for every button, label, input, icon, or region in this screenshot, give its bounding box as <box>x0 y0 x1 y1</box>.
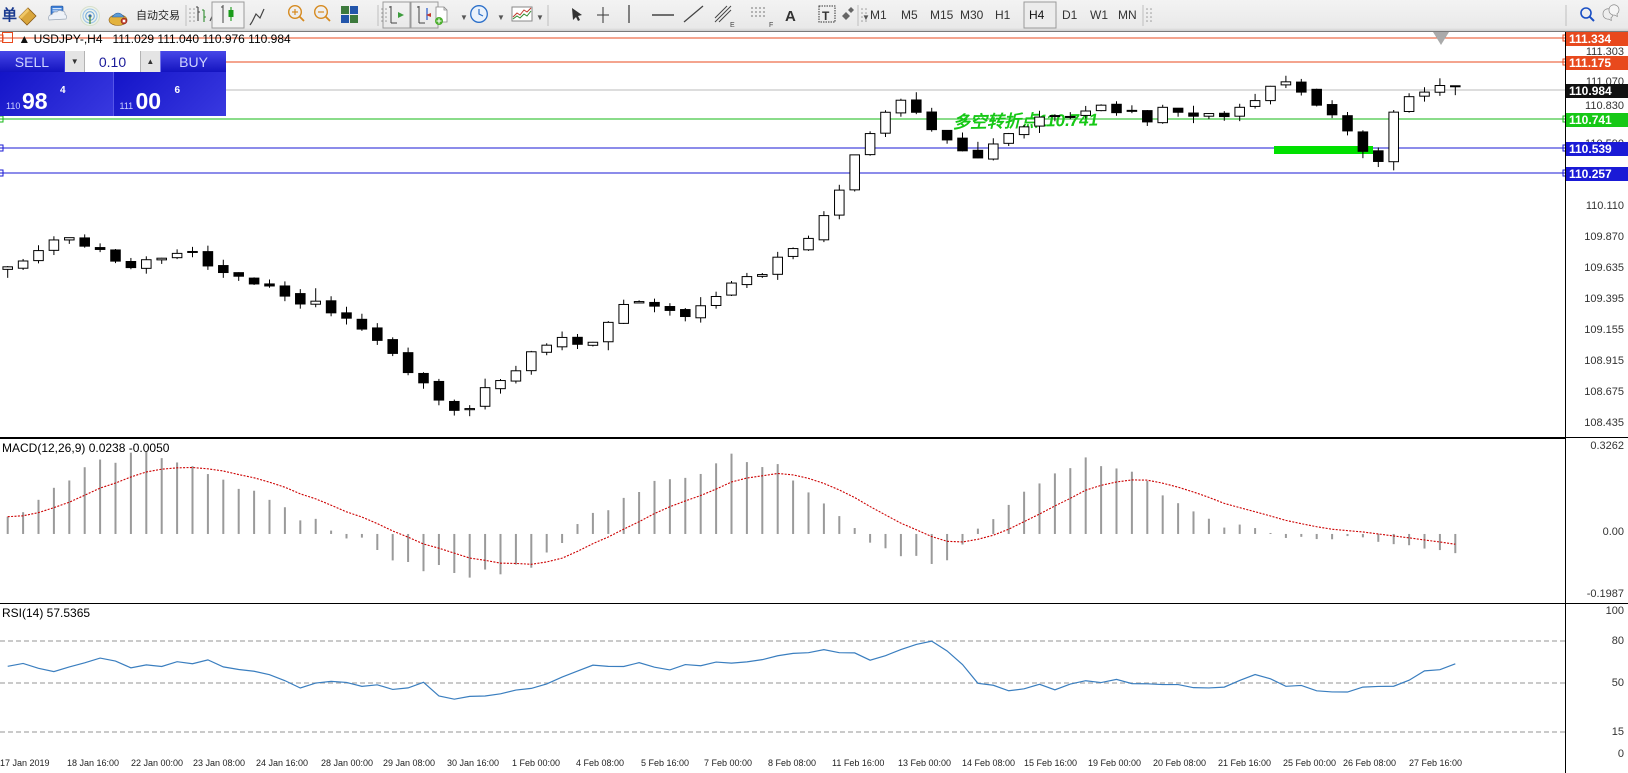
svg-text:M30: M30 <box>960 8 984 22</box>
svg-text:D1: D1 <box>1062 8 1078 22</box>
svg-text:▼: ▼ <box>460 13 468 22</box>
svg-text:F: F <box>769 22 773 29</box>
svg-text:▼: ▼ <box>536 13 544 22</box>
svg-text:▼: ▼ <box>497 13 505 22</box>
svg-text:M15: M15 <box>930 8 954 22</box>
svg-text:T: T <box>822 9 830 23</box>
svg-text:▼: ▼ <box>862 13 870 22</box>
svg-text:E: E <box>730 22 735 29</box>
svg-text:A: A <box>785 8 796 25</box>
svg-text:W1: W1 <box>1090 8 1108 22</box>
svg-text:M1: M1 <box>870 8 887 22</box>
svg-text:MN: MN <box>1118 8 1137 22</box>
svg-text:H1: H1 <box>995 8 1011 22</box>
svg-text:自动交易: 自动交易 <box>136 8 180 22</box>
svg-text:H4: H4 <box>1029 8 1045 22</box>
svg-text:M5: M5 <box>901 8 918 22</box>
svg-text:单: 单 <box>2 6 17 24</box>
